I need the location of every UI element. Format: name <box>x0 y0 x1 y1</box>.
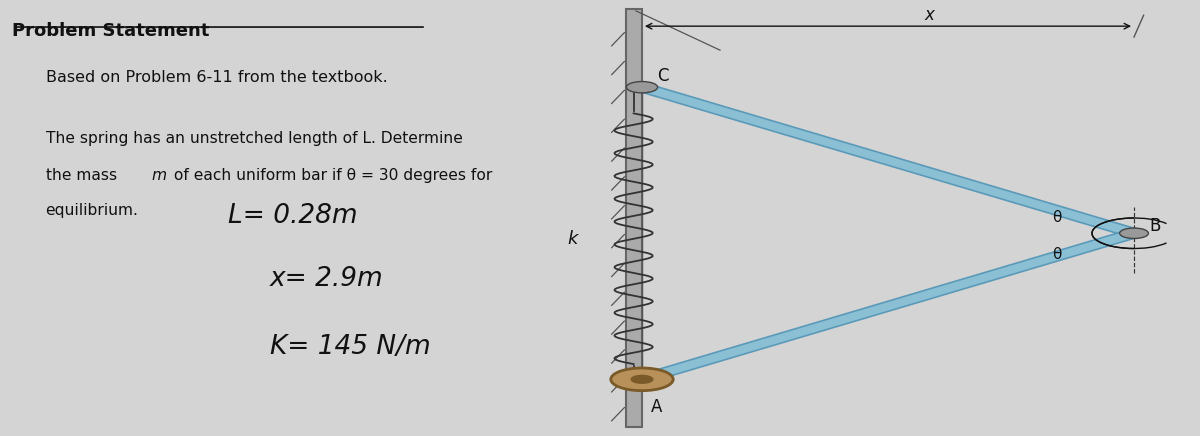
Text: B: B <box>1150 217 1160 235</box>
Text: of each uniform bar if θ = 30 degrees for: of each uniform bar if θ = 30 degrees fo… <box>169 168 492 183</box>
Circle shape <box>1120 228 1148 238</box>
Text: Based on Problem 6-11 from the textbook.: Based on Problem 6-11 from the textbook. <box>46 70 388 85</box>
Text: The spring has an unstretched length of L. Determine: The spring has an unstretched length of … <box>46 131 462 146</box>
Polygon shape <box>635 84 1141 236</box>
Text: L= 0.28m: L= 0.28m <box>228 203 358 229</box>
Text: C: C <box>658 67 670 85</box>
Circle shape <box>626 82 658 93</box>
Circle shape <box>631 375 653 383</box>
Text: x= 2.9m: x= 2.9m <box>270 266 384 292</box>
Bar <box>626 9 642 427</box>
Text: x: x <box>924 6 934 24</box>
Text: θ: θ <box>1052 210 1062 225</box>
Circle shape <box>611 368 673 391</box>
Text: k: k <box>568 230 578 248</box>
Text: Problem Statement: Problem Statement <box>12 22 209 40</box>
Text: A: A <box>650 398 661 416</box>
Text: m: m <box>151 168 167 183</box>
Polygon shape <box>635 230 1141 382</box>
Text: equilibrium.: equilibrium. <box>46 203 138 218</box>
Text: K= 145 N/m: K= 145 N/m <box>270 334 431 360</box>
Text: the mass: the mass <box>46 168 121 183</box>
Text: θ: θ <box>1052 246 1062 262</box>
